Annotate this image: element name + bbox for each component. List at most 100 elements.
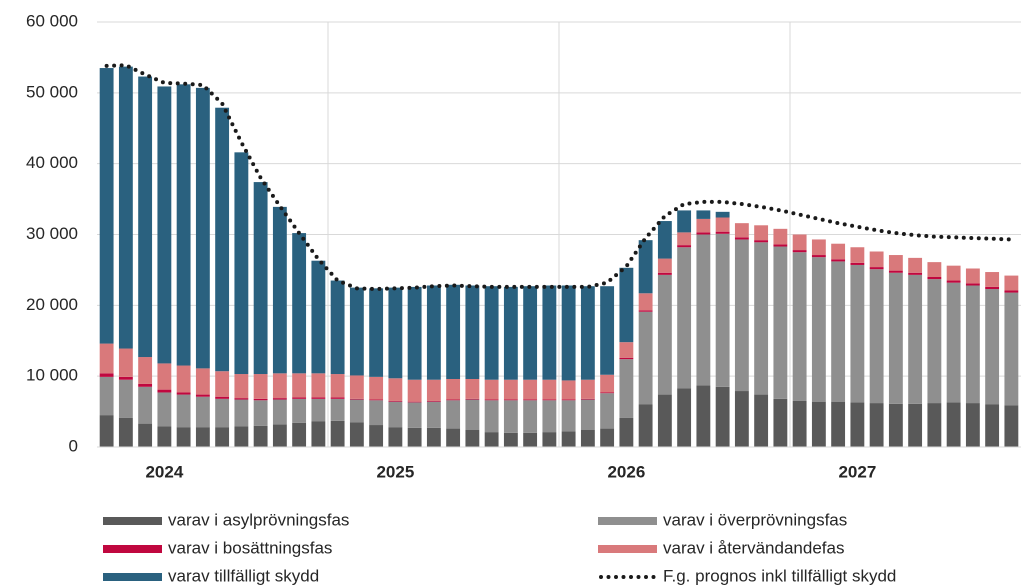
bar-segment [446, 379, 461, 400]
bar-segment [985, 286, 1000, 290]
bar-segment [330, 280, 345, 375]
bar-segment [484, 286, 499, 380]
bar-segment [831, 261, 846, 402]
bar-segment [696, 210, 711, 219]
bar-segment [946, 282, 961, 403]
x-year-label: 2026 [607, 462, 645, 481]
bar-segment [908, 403, 923, 447]
bar-segment [1004, 292, 1019, 406]
bar-segment [696, 385, 711, 447]
bar-segment [773, 244, 788, 247]
bar-segment [773, 228, 788, 245]
bar-segment [561, 431, 576, 447]
bar-segment [503, 379, 518, 400]
bar-segment [811, 401, 826, 447]
bar-segment [792, 250, 807, 253]
bar-segment [465, 430, 480, 447]
bar-segment [292, 233, 307, 374]
bar-segment [195, 396, 210, 428]
bar-segment [888, 270, 903, 273]
bar-segment [330, 398, 345, 421]
x-year-label: 2025 [376, 462, 414, 481]
bar-segment [985, 289, 1000, 405]
bar-segment [561, 285, 576, 381]
bar-segment [696, 234, 711, 386]
bar-segment [272, 398, 287, 400]
y-tick-label: 40 000 [26, 153, 78, 172]
bar-segment [580, 286, 595, 380]
bar-segment [638, 293, 653, 311]
bar-segment [234, 374, 249, 399]
bar-segment [619, 417, 634, 447]
bar-segment [715, 233, 730, 387]
bar-segment [253, 425, 268, 447]
bar-segment [638, 310, 653, 312]
bar-segment [523, 379, 538, 400]
legend-label: varav i asylprövningsfas [168, 510, 349, 529]
bar-segment [465, 399, 480, 430]
bar-segment [734, 239, 749, 392]
bar-segment [407, 427, 422, 447]
bar-segment [138, 423, 153, 447]
bar-segment [369, 400, 384, 426]
bar-segment [311, 260, 326, 374]
bar-segment [831, 401, 846, 447]
bar-segment [484, 379, 499, 400]
bar-segment [176, 427, 191, 447]
bar-segment [407, 401, 422, 403]
bar-segment [234, 398, 249, 400]
bar-segment [215, 427, 230, 447]
bar-segment [600, 428, 615, 447]
legend-label: varav i överprövningsfas [663, 510, 847, 529]
bar-segment [600, 392, 615, 394]
bar-segment [138, 76, 153, 358]
bar-segment [542, 432, 557, 447]
bar-segment [388, 378, 403, 401]
bar-segment [927, 262, 942, 277]
bar-segment [426, 427, 441, 447]
bar-segment [754, 225, 769, 241]
bar-segment [484, 399, 499, 401]
bar-segment [580, 379, 595, 399]
bar-segment [503, 286, 518, 380]
bar-segment [523, 432, 538, 447]
bar-segment [773, 246, 788, 399]
bar-segment [523, 400, 538, 433]
bar-segment [677, 232, 692, 246]
bar-segment [677, 210, 692, 233]
bar-segment [715, 217, 730, 232]
bar-segment [773, 398, 788, 447]
bar-segment [195, 368, 210, 395]
bar-segment [523, 286, 538, 380]
bar-segment [542, 285, 557, 380]
bar-segment [811, 239, 826, 256]
bar-segment [465, 285, 480, 379]
forecast-line [104, 63, 1014, 292]
bar-segment [734, 391, 749, 447]
bar-segment [484, 400, 499, 433]
y-tick-label: 10 000 [26, 366, 78, 385]
bar-segment [985, 404, 1000, 447]
bar-segment [503, 399, 518, 401]
x-year-label: 2024 [145, 462, 183, 481]
bar-segment [311, 397, 326, 399]
bar-segment [965, 285, 980, 404]
bar-segment [407, 379, 422, 402]
bar-segment [850, 262, 865, 265]
bar-segment [292, 397, 307, 399]
bar-segment [157, 363, 172, 390]
bar-segment [349, 399, 364, 423]
legend-label: F.g. prognos inkl tillfälligt skydd [663, 566, 896, 585]
bar-segment [465, 398, 480, 400]
bar-segment [965, 268, 980, 284]
bar-segment [484, 432, 499, 447]
bar-segment [176, 84, 191, 366]
bar-segment [369, 425, 384, 447]
bar-segment [330, 374, 345, 398]
legend-label: varav i återvändandefas [663, 538, 844, 557]
bar-segment [696, 218, 711, 233]
bar-segment [696, 232, 711, 235]
bar-segment [946, 265, 961, 281]
bar-segment [234, 399, 249, 427]
y-tick-label: 50 000 [26, 82, 78, 101]
